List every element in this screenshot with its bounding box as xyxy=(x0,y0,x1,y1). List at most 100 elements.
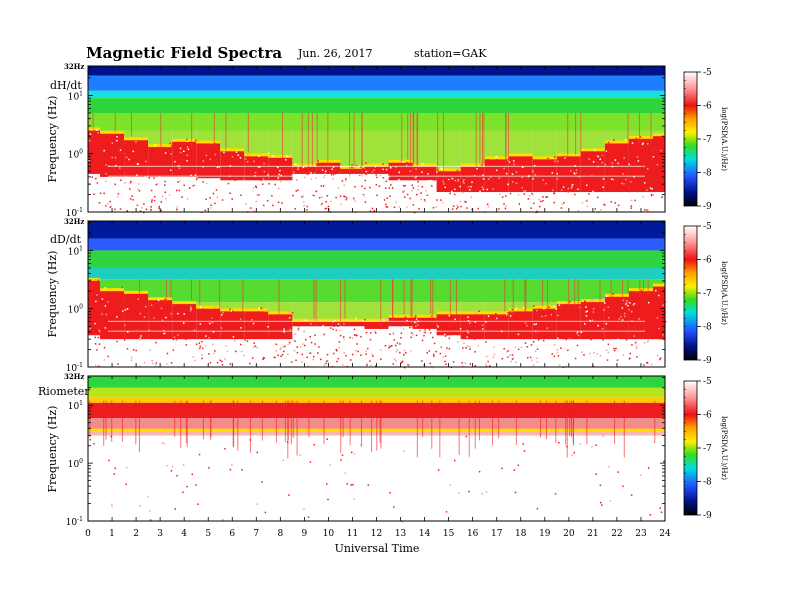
dh-dt-red-region xyxy=(172,141,197,177)
riometer-colorbar-label: log(PSD(A.U.)/Hz) xyxy=(720,416,728,480)
dd-dt-speck xyxy=(204,345,207,347)
dh-dt-speck xyxy=(93,206,95,209)
dd-dt-speck xyxy=(165,363,168,365)
dd-dt-speck xyxy=(638,297,640,299)
dh-dt-speck xyxy=(382,197,384,200)
dh-dt-transition xyxy=(460,130,485,167)
dd-dt-speck xyxy=(543,307,545,310)
dh-dt-speck xyxy=(164,152,167,154)
dh-dt-speck xyxy=(661,196,663,199)
dd-dt-red-region xyxy=(460,314,485,340)
dd-dt-speck xyxy=(104,305,107,307)
dd-dt-yellow-edge xyxy=(532,305,557,311)
dh-dt-speck xyxy=(211,210,213,212)
dd-dt-speck xyxy=(103,346,106,349)
dd-dt-speck xyxy=(394,344,397,347)
dh-dt-speck xyxy=(507,183,509,186)
dd-dt-speck xyxy=(473,338,476,340)
x-tick-label: 18 xyxy=(515,529,527,539)
dh-dt-speck xyxy=(559,185,561,187)
dd-dt-speck xyxy=(196,347,199,350)
dd-dt-speck xyxy=(201,306,204,309)
dd-dt-speck xyxy=(163,332,165,335)
dh-dt-speck xyxy=(620,182,623,185)
dd-dt-speck xyxy=(544,315,547,317)
dd-dt-speck xyxy=(201,357,203,360)
dh-dt-speck xyxy=(303,204,305,207)
dh-dt-speck xyxy=(436,199,438,201)
dd-dt-speck xyxy=(296,351,299,354)
dd-dt-speck xyxy=(362,323,364,325)
dd-dt-speck xyxy=(462,347,464,349)
dh-dt-speck xyxy=(553,192,556,195)
dd-dt-speck xyxy=(173,362,176,365)
dh-dt-speck xyxy=(280,174,282,177)
riometer-speck xyxy=(609,500,612,502)
dh-dt-streak xyxy=(442,112,444,176)
dd-dt-speck xyxy=(514,361,517,364)
dd-dt-speck xyxy=(233,318,236,321)
dd-dt-speck xyxy=(423,327,426,330)
dd-dt-speck xyxy=(277,360,280,362)
dd-dt-speck xyxy=(415,318,418,321)
dh-dt-speck xyxy=(521,166,524,169)
dh-dt-speck xyxy=(597,155,600,158)
dh-dt-speck xyxy=(498,177,501,179)
dd-dt-speck xyxy=(124,309,127,311)
dd-dt-speck xyxy=(624,315,626,318)
dh-dt-speck xyxy=(289,173,292,176)
dd-dt-speck xyxy=(536,309,538,312)
dd-dt-speck xyxy=(608,359,610,361)
dh-dt-speck xyxy=(170,144,173,147)
dd-dt-speck xyxy=(343,351,346,354)
dd-dt-speck xyxy=(107,301,110,303)
dh-dt-speck xyxy=(645,205,648,208)
riometer-speck xyxy=(113,494,115,496)
dh-dt-streak xyxy=(114,112,116,133)
dd-dt-speck xyxy=(312,355,315,358)
dd-dt-speck xyxy=(590,336,593,339)
dd-dt-speck xyxy=(543,336,545,339)
dh-dt-speck xyxy=(145,160,147,163)
dd-dt-speck xyxy=(390,345,393,347)
dd-dt-speck xyxy=(176,338,178,340)
riometer-speck xyxy=(640,474,642,477)
dd-dt-transition xyxy=(364,302,389,322)
dh-dt-speck xyxy=(390,184,392,186)
dh-dt-speck xyxy=(409,166,411,169)
dh-dt-speck xyxy=(464,200,466,203)
dd-dt-speck xyxy=(146,346,148,348)
dd-dt-speck xyxy=(476,335,478,338)
dd-dt-red-region xyxy=(316,321,341,327)
dh-dt-speck xyxy=(631,142,634,144)
dh-dt-speck xyxy=(412,204,415,206)
dh-dt-speck xyxy=(112,161,115,163)
dd-dt-speck xyxy=(194,359,196,362)
dd-dt-speck xyxy=(193,329,196,332)
dh-dt-speck xyxy=(189,151,192,154)
dh-dt-yellow-edge xyxy=(88,127,101,133)
dd-dt-speck xyxy=(97,336,100,339)
dd-dt-speck xyxy=(437,325,440,328)
dd-dt-streak xyxy=(504,279,506,312)
dh-dt-speck xyxy=(88,132,90,135)
dh-dt-speck xyxy=(89,133,92,135)
dh-dt-speck xyxy=(210,142,212,145)
dd-dt-speck xyxy=(546,327,549,329)
dd-dt-speck xyxy=(99,328,102,331)
dh-dt-speck xyxy=(362,194,365,196)
dh-dt-speck xyxy=(312,194,315,197)
dh-dt-speck xyxy=(340,203,342,206)
riometer-streak xyxy=(569,400,571,436)
dh-dt-speck xyxy=(216,196,219,199)
dh-dt-transition xyxy=(532,130,557,160)
dd-dt-speck xyxy=(364,319,366,321)
dh-dt-speck xyxy=(375,171,378,173)
dh-dt-speck xyxy=(320,204,322,206)
dd-dt-speck xyxy=(338,341,341,343)
dh-dt-speck xyxy=(365,193,367,195)
x-tick-label: 5 xyxy=(205,529,211,539)
dd-dt-speck xyxy=(274,356,276,359)
riometer-speck xyxy=(170,470,173,472)
dh-dt-speck xyxy=(622,197,625,200)
